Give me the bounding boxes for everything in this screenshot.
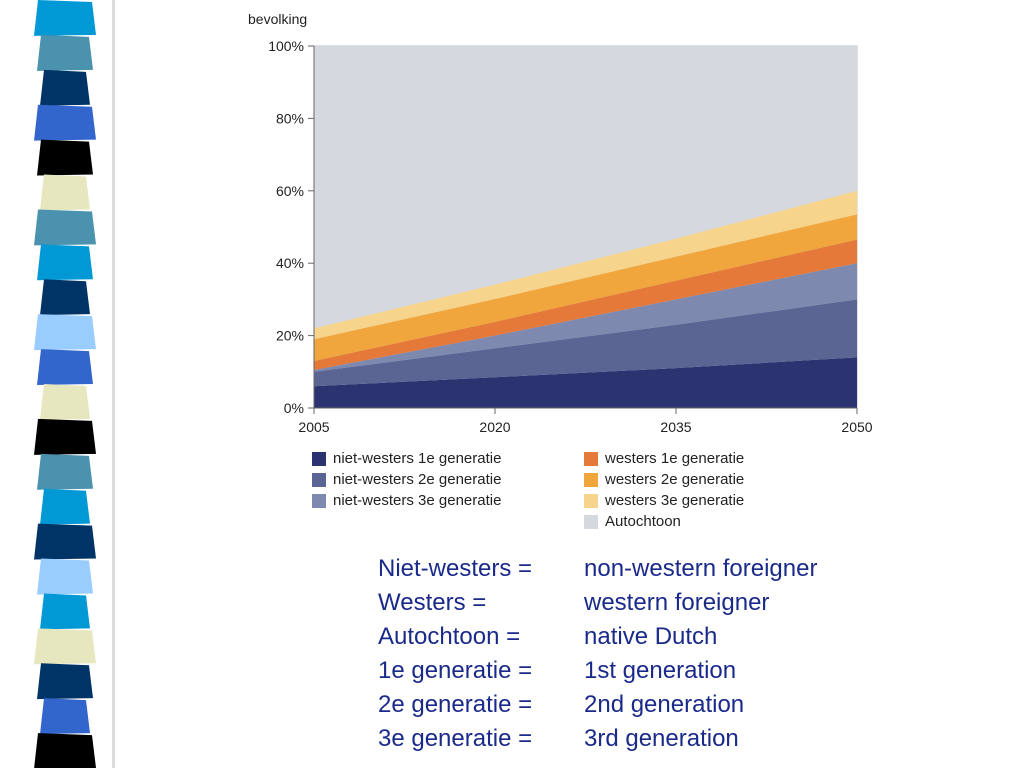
legend-item: niet-westers 3e generatie	[312, 490, 501, 511]
strip-band	[34, 209, 96, 246]
x-tick-label: 2020	[479, 419, 510, 435]
area-series-5	[314, 190, 857, 340]
strip-band	[37, 349, 93, 385]
area-series-1	[314, 299, 857, 387]
strip-band	[40, 279, 90, 316]
strip-band	[34, 0, 96, 36]
area-series-6	[314, 46, 857, 329]
x-tick-label: 2005	[298, 419, 329, 435]
strip-band	[34, 628, 96, 665]
x-tick-label: 2050	[841, 419, 872, 435]
glossary-definition: 1st generation	[584, 657, 737, 684]
legend-swatch	[312, 451, 326, 466]
glossary-term: 2e generatie =	[378, 691, 533, 718]
x-tick-label: 2035	[660, 419, 691, 435]
glossary-term: Niet-westers =	[378, 555, 533, 582]
glossary-definition: native Dutch	[584, 623, 718, 650]
legend-label: niet-westers 2e generatie	[333, 471, 502, 488]
legend-item: westers 2e generatie	[584, 469, 744, 490]
strip-band	[40, 384, 90, 420]
glossary-definition: western foreigner	[584, 589, 770, 616]
legend-swatch	[584, 493, 598, 508]
glossary-term: Westers =	[378, 589, 487, 616]
legend-item: niet-westers 2e generatie	[312, 469, 501, 490]
glossary-row: Westers = western foreigner	[378, 586, 817, 620]
legend-swatch	[312, 493, 326, 508]
y-tick-label: 40%	[276, 255, 304, 271]
strip-band	[40, 69, 90, 106]
legend-label: niet-westers 3e generatie	[333, 492, 502, 509]
chart-legend: niet-westers 1e generatie niet-westers 2e…	[312, 448, 832, 538]
glossary: Niet-westers = non-western foreigner Weste…	[378, 552, 817, 756]
area-series-0	[314, 357, 857, 408]
glossary-row: 2e generatie = 2nd generation	[378, 688, 817, 722]
stacked-area-chart: bevolking 0% 20% 40% 60% 80% 100% 2005 2020 2035…	[248, 11, 873, 435]
strip-band	[37, 34, 93, 71]
legend-swatch	[584, 451, 598, 466]
strip-band	[40, 698, 90, 735]
legend-label: niet-westers 1e generatie	[333, 450, 502, 467]
y-tick-label: 80%	[276, 110, 304, 126]
legend-swatch	[312, 472, 326, 487]
strip-band	[37, 663, 93, 700]
strip-band	[37, 139, 93, 176]
legend-item: niet-westers 1e generatie	[312, 448, 501, 469]
y-tick-label: 20%	[276, 328, 304, 344]
glossary-row: Autochtoon = native Dutch	[378, 620, 817, 654]
legend-item: Autochtoon	[584, 511, 681, 532]
y-tick-label: 0%	[284, 400, 304, 416]
glossary-term: 3e generatie =	[378, 725, 533, 752]
decorative-strip	[34, 0, 115, 768]
strip-band	[34, 418, 96, 455]
legend-item: westers 1e generatie	[584, 448, 744, 469]
y-tick-label: 100%	[268, 38, 304, 54]
strip-band	[34, 104, 96, 141]
glossary-term: Autochtoon =	[378, 623, 521, 650]
strip-band	[40, 174, 90, 211]
strip-band	[40, 488, 90, 525]
y-axis-label: bevolking	[248, 11, 307, 27]
glossary-term: 1e generatie =	[378, 657, 533, 684]
legend-swatch	[584, 514, 598, 529]
area-series-3	[314, 239, 857, 370]
area-series-4	[314, 214, 857, 361]
strip-band	[37, 244, 93, 281]
strip-band	[34, 314, 96, 351]
legend-item: westers 3e generatie	[584, 490, 744, 511]
strip-band	[37, 558, 93, 595]
legend-label: westers 3e generatie	[605, 492, 745, 509]
glossary-row: 3e generatie = 3rd generation	[378, 722, 817, 756]
legend-label: Autochtoon	[605, 513, 681, 530]
legend-label: westers 1e generatie	[605, 450, 745, 467]
strip-band	[34, 523, 96, 560]
glossary-row: 1e generatie = 1st generation	[378, 654, 817, 688]
legend-swatch	[584, 472, 598, 487]
y-tick-label: 60%	[276, 183, 304, 199]
strip-divider	[112, 0, 115, 768]
strip-band	[40, 593, 90, 630]
glossary-definition: non-western foreigner	[584, 555, 818, 582]
legend-label: westers 2e generatie	[605, 471, 745, 488]
glossary-definition: 3rd generation	[584, 725, 739, 752]
strip-band	[37, 453, 93, 490]
strip-band	[34, 733, 96, 768]
glossary-definition: 2nd generation	[584, 691, 745, 718]
glossary-row: Niet-westers = non-western foreigner	[378, 552, 817, 586]
